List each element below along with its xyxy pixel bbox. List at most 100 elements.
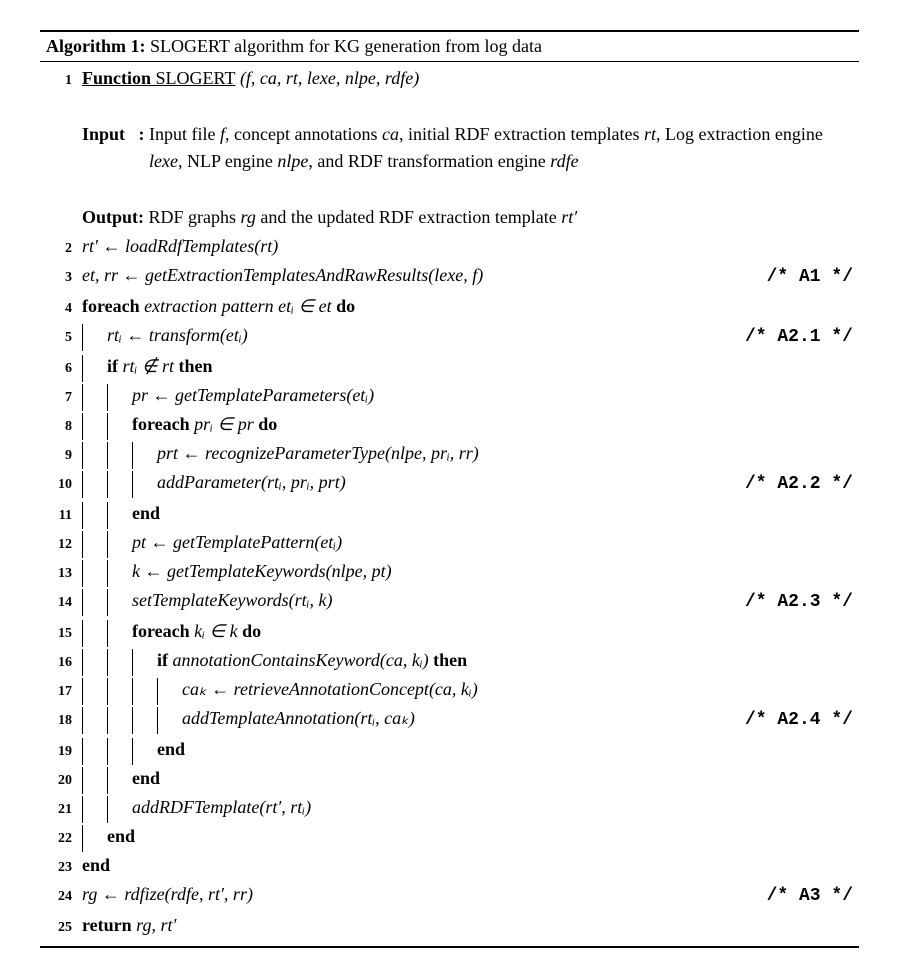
algo-line: 21 addRDFTemplate(rt′, rtᵢ) (46, 793, 853, 822)
code-text: rt′ ← loadRdfTemplates(rt) (82, 236, 278, 256)
line-comment: /* A2.2 */ (737, 471, 853, 498)
line-number: 21 (46, 799, 82, 820)
code-text: addTemplateAnnotation(rtᵢ, caₖ) (182, 708, 415, 728)
line-number: 11 (46, 505, 82, 526)
line-number: 5 (46, 327, 82, 348)
keyword-end: end (132, 503, 160, 523)
line-number: 23 (46, 857, 82, 878)
algo-line: 4 foreach extraction pattern etᵢ ∈ et do (46, 292, 853, 321)
code-text: addParameter(rtᵢ, prᵢ, prt) (157, 472, 346, 492)
line-comment: /* A3 */ (759, 883, 853, 910)
algo-line: 13 k ← getTemplateKeywords(nlpe, pt) (46, 557, 853, 586)
line-number: 25 (46, 917, 82, 938)
code-text: et, rr ← getExtractionTemplatesAndRawRes… (82, 265, 483, 285)
algo-line: 24 rg ← rdfize(rdfe, rt′, rr) /* A3 */ (46, 880, 853, 911)
code-text: pr ← getTemplateParameters(etᵢ) (132, 385, 374, 405)
algo-line: 14 setTemplateKeywords(rtᵢ, k) /* A2.3 *… (46, 586, 853, 617)
code-text: caₖ ← retrieveAnnotationConcept(ca, kᵢ) (182, 679, 478, 699)
line-number: 3 (46, 267, 82, 288)
algorithm-body: 1 Function SLOGERT (f, ca, rt, lexe, nlp… (40, 62, 859, 946)
line-number: 8 (46, 416, 82, 437)
algo-line: 15 foreach kᵢ ∈ k do (46, 617, 853, 646)
algo-line: 16 if annotationContainsKeyword(ca, kᵢ) … (46, 646, 853, 675)
line-number: 20 (46, 770, 82, 791)
algo-line: Input : Input file f, concept annotation… (46, 93, 853, 176)
algo-line: 5 rtᵢ ← transform(etᵢ) /* A2.1 */ (46, 321, 853, 352)
input-label: Input : (82, 121, 149, 148)
algorithm-title: Algorithm 1: SLOGERT algorithm for KG ge… (40, 32, 859, 62)
algo-line: 23 end (46, 851, 853, 880)
code-text: rtᵢ ← transform(etᵢ) (107, 325, 248, 345)
code-text: annotationContainsKeyword(ca, kᵢ) (168, 650, 433, 670)
code-text: prᵢ ∈ pr (190, 414, 259, 434)
code-text: kᵢ ∈ k (190, 621, 243, 641)
algo-line: 2 rt′ ← loadRdfTemplates(rt) (46, 232, 853, 261)
output-text: RDF graphs rg and the updated RDF extrac… (149, 204, 827, 231)
keyword-end: end (82, 855, 110, 875)
line-number: 7 (46, 387, 82, 408)
line-number: 13 (46, 563, 82, 584)
keyword-do: do (336, 296, 355, 316)
keyword-if: if (107, 356, 118, 376)
function-decl: Function SLOGERT (82, 68, 235, 88)
line-number: 12 (46, 534, 82, 555)
line-number: 15 (46, 623, 82, 644)
algo-line: 3 et, rr ← getExtractionTemplatesAndRawR… (46, 261, 853, 292)
algo-line: 11 end (46, 499, 853, 528)
algo-line: 12 pt ← getTemplatePattern(etᵢ) (46, 528, 853, 557)
algo-line: 20 end (46, 764, 853, 793)
algo-line: 1 Function SLOGERT (f, ca, rt, lexe, nlp… (46, 64, 853, 93)
line-number: 19 (46, 741, 82, 762)
keyword-end: end (107, 826, 135, 846)
algo-line: 9 prt ← recognizeParameterType(nlpe, prᵢ… (46, 439, 853, 468)
line-comment: /* A2.1 */ (737, 324, 853, 351)
line-comment: /* A2.3 */ (737, 589, 853, 616)
algo-line: 22 end (46, 822, 853, 851)
title-text: SLOGERT algorithm for KG generation from… (145, 36, 542, 56)
keyword-end: end (157, 739, 185, 759)
line-number: 4 (46, 298, 82, 319)
line-comment: /* A2.4 */ (737, 707, 853, 734)
algo-line: 18 addTemplateAnnotation(rtᵢ, caₖ) /* A2… (46, 704, 853, 735)
input-text: Input file f, concept annotations ca, in… (149, 121, 827, 175)
function-args: (f, ca, rt, lexe, nlpe, rdfe) (235, 68, 419, 88)
code-text: prt ← recognizeParameterType(nlpe, prᵢ, … (157, 443, 479, 463)
line-number: 6 (46, 358, 82, 379)
line-comment: /* A1 */ (759, 264, 853, 291)
code-text: rtᵢ ∉ rt (118, 356, 179, 376)
code-text: rg, rt′ (132, 915, 177, 935)
line-number: 2 (46, 238, 82, 259)
title-prefix: Algorithm 1: (46, 36, 145, 56)
algorithm-box: Algorithm 1: SLOGERT algorithm for KG ge… (40, 30, 859, 948)
code-text: addRDFTemplate(rt′, rtᵢ) (132, 797, 311, 817)
algo-line: 25 return rg, rt′ (46, 911, 853, 940)
keyword-do: do (242, 621, 261, 641)
keyword-foreach: foreach (132, 621, 190, 641)
algo-line: 19 end (46, 735, 853, 764)
algo-line: 17 caₖ ← retrieveAnnotationConcept(ca, k… (46, 675, 853, 704)
keyword-do: do (258, 414, 277, 434)
line-number: 14 (46, 592, 82, 613)
keyword-then: then (433, 650, 467, 670)
code-text: extraction pattern etᵢ ∈ et (140, 296, 336, 316)
line-number: 1 (46, 70, 82, 91)
keyword-foreach: foreach (82, 296, 140, 316)
code-text: k ← getTemplateKeywords(nlpe, pt) (132, 561, 392, 581)
line-number: 16 (46, 652, 82, 673)
keyword-return: return (82, 915, 132, 935)
keyword-if: if (157, 650, 168, 670)
line-number: 9 (46, 445, 82, 466)
line-number: 22 (46, 828, 82, 849)
keyword-foreach: foreach (132, 414, 190, 434)
line-number: 10 (46, 474, 82, 495)
line-number: 17 (46, 681, 82, 702)
code-text: pt ← getTemplatePattern(etᵢ) (132, 532, 342, 552)
keyword-end: end (132, 768, 160, 788)
code-text: setTemplateKeywords(rtᵢ, k) (132, 590, 333, 610)
line-number: 18 (46, 710, 82, 731)
algo-line: 10 addParameter(rtᵢ, prᵢ, prt) /* A2.2 *… (46, 468, 853, 499)
algo-line: 8 foreach prᵢ ∈ pr do (46, 410, 853, 439)
code-text: rg ← rdfize(rdfe, rt′, rr) (82, 884, 253, 904)
algo-line: 7 pr ← getTemplateParameters(etᵢ) (46, 381, 853, 410)
algo-line: Output: RDF graphs rg and the updated RD… (46, 176, 853, 232)
